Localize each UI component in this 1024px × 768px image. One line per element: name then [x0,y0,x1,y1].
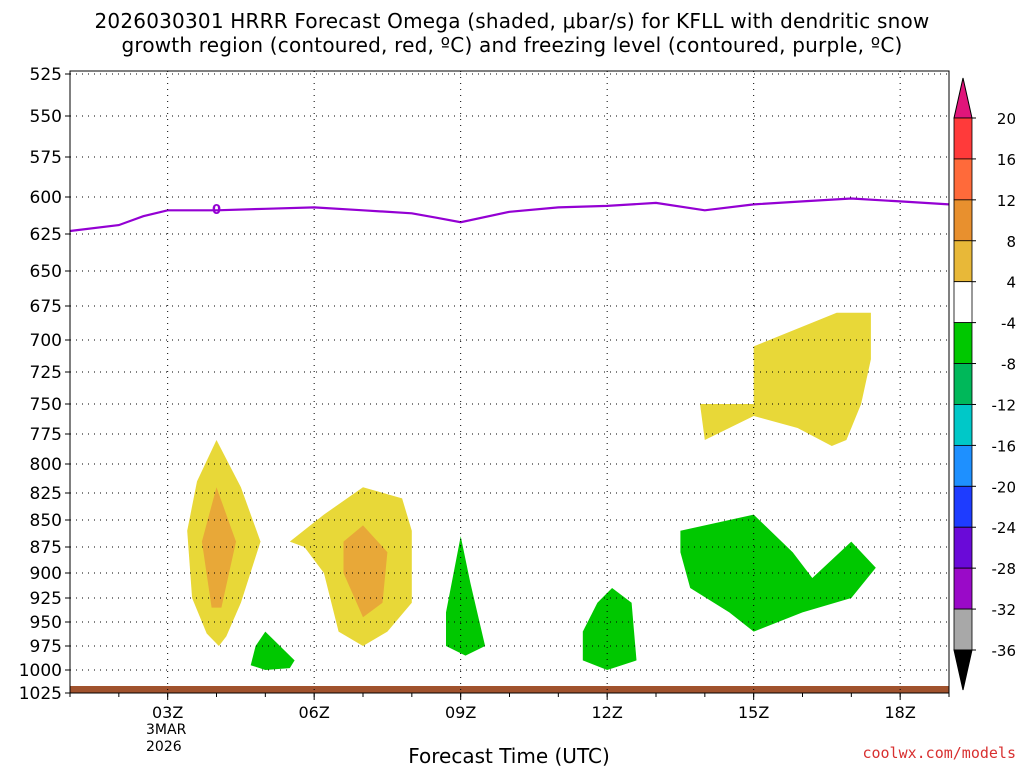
colorbar-label: -36 [992,642,1017,660]
y-tick-label: 850 [30,511,62,531]
colorbar-bottom-arrow [953,649,973,691]
y-tick-label: 950 [30,613,62,633]
colorbar-top-arrow [953,77,973,119]
y-tick-label: 800 [30,455,62,475]
y-tick-label: 600 [30,188,62,208]
y-tick-label: 925 [30,589,62,609]
omega-pos-8-a [201,487,236,608]
freezing-level-label: 0 [212,203,221,218]
x-tick-label: 15Z [738,703,769,722]
colorbar-bin [953,199,973,242]
y-tick-label: 750 [30,395,62,415]
y-tick-label: 975 [30,637,62,657]
colorbar-bin [953,158,973,201]
ground-layer [70,686,949,693]
colorbar-bin [953,240,973,283]
y-tick-label: 650 [30,262,62,282]
y-tick-label: 625 [30,225,62,245]
x-tick-label: 12Z [592,703,623,722]
freezing-level-line [69,197,950,233]
colorbar-label: -24 [992,519,1017,537]
colorbar-bin [953,363,973,405]
x-tick-label: 03Z [152,703,183,722]
colorbar-bin [953,322,973,364]
colorbar-label: -4 [1001,315,1016,333]
x-axis-title: Forecast Time (UTC) [408,744,610,768]
colorbar-bin [953,281,973,324]
chart-title-line2: growth region (contoured, red, ºC) and f… [121,33,903,57]
x-tick-label: 06Z [299,703,330,722]
y-tick-label: 725 [30,363,62,383]
omega-neg-4-c [582,588,637,670]
y-tick-label: 525 [30,65,62,85]
colorbar-label: 20 [997,110,1016,128]
colorbar-label: -28 [992,560,1017,578]
omega-neg-4-a [250,631,295,670]
colorbar-bin [953,404,973,446]
colorbar-label: -12 [992,396,1017,414]
y-tick-label: 1025 [19,684,62,704]
y-tick-label: 575 [30,148,62,168]
colorbar-label: -16 [992,437,1017,455]
ground-strip [70,686,949,693]
y-tick-label: 825 [30,484,62,504]
omega-neg-4-b [446,536,486,656]
omega-pos-4-c [700,312,871,446]
colorbar-bin [953,444,973,487]
x-tick-label: 18Z [885,703,916,722]
y-tick-label: 550 [30,107,62,127]
date-line2: 2026 [146,739,182,755]
colorbar-bin [953,567,973,610]
omega-pos-8-b [343,525,388,618]
y-tick-label: 675 [30,297,62,317]
colorbar-bin [953,526,973,569]
x-tick-label: 09Z [445,703,476,722]
y-tick-label: 900 [30,564,62,584]
colorbar-bin [953,485,973,528]
chart-title-line1: 2026030301 HRRR Forecast Omega (shaded, … [94,9,930,33]
axes: 525 550 575 600 625 650 675 700 725 750 775 800 825 8… [19,65,950,722]
credit-link[interactable]: coolwx.com/models [862,744,1016,762]
colorbar-label: 4 [1006,274,1016,292]
colorbar-label: 16 [997,151,1016,169]
y-tick-label: 1000 [19,661,62,681]
colorbar-label: 8 [1006,233,1016,251]
colorbar-bin [953,608,973,651]
colorbar-label: -8 [1001,356,1016,374]
omega-shading [187,312,876,670]
y-tick-label: 700 [30,331,62,351]
freezing-level-layer: 0 [69,197,950,233]
colorbar-label: -20 [992,478,1017,496]
date-line1: 3MAR [146,722,187,738]
y-tick-label: 775 [30,425,62,445]
date-label: 3MAR 2026 [146,722,186,756]
y-tick-label: 875 [30,538,62,558]
colorbar-bin [953,117,973,160]
colorbar-label: -32 [992,601,1017,619]
colorbar-label: 12 [997,192,1016,210]
colorbar: 20 16 12 8 4 -4 -8 -12 -16 -20 -24 -28 -32 -36 [953,77,1017,691]
